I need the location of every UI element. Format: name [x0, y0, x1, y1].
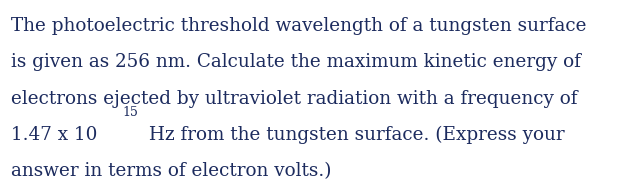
Text: is given as 256 nm. Calculate the maximum kinetic energy of: is given as 256 nm. Calculate the maximu…	[11, 53, 581, 71]
Text: The photoelectric threshold wavelength of a tungsten surface: The photoelectric threshold wavelength o…	[11, 17, 587, 35]
Text: electrons ejected by ultraviolet radiation with a frequency of: electrons ejected by ultraviolet radiati…	[11, 90, 578, 108]
Text: 1.47 x 10: 1.47 x 10	[11, 126, 98, 144]
Text: 15: 15	[123, 106, 139, 119]
Text: answer in terms of electron volts.): answer in terms of electron volts.)	[11, 162, 332, 180]
Text: Hz from the tungsten surface. (Express your: Hz from the tungsten surface. (Express y…	[143, 126, 565, 144]
